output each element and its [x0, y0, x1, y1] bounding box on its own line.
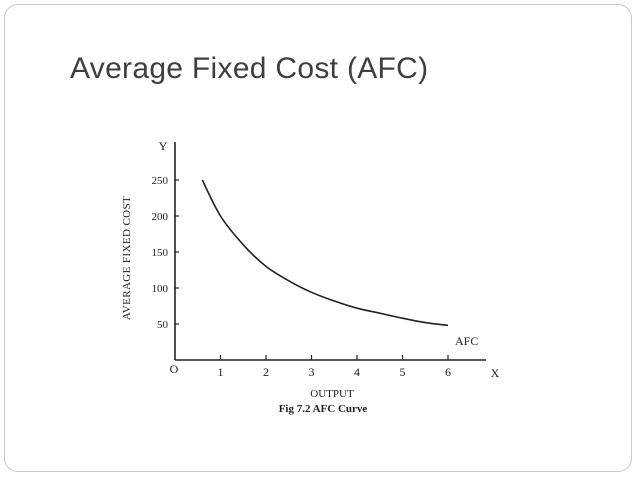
x-axis-label: OUTPUT	[310, 388, 354, 400]
x-tick-label: 4	[354, 365, 360, 379]
figure-caption: Fig 7.2 AFC Curve	[279, 403, 368, 415]
x-tick-label: 3	[309, 365, 315, 379]
y-axis-label: AVERAGE FIXED COST	[121, 196, 133, 320]
afc-curve	[201, 179, 449, 327]
y-tick-group: 50 100 150 200 250	[152, 175, 179, 331]
y-tick-label: 100	[152, 283, 169, 295]
x-tick-label: 1	[218, 365, 224, 379]
origin-label: O	[170, 362, 179, 376]
x-axis-letter: X	[491, 366, 500, 380]
x-tick-label: 6	[445, 365, 451, 379]
y-tick-label: 150	[152, 247, 169, 259]
y-tick-label: 250	[152, 175, 169, 187]
y-tick-label: 50	[157, 319, 169, 331]
slide-title: Average Fixed Cost (AFC)	[70, 52, 429, 85]
afc-series-label: AFC	[455, 334, 478, 348]
x-tick-label: 2	[263, 365, 269, 379]
y-tick-label: 200	[152, 211, 169, 223]
y-axis-letter: Y	[159, 139, 168, 153]
x-tick-group: 1 2 3 4 5 6	[218, 355, 451, 379]
slide-frame	[4, 4, 632, 472]
x-tick-label: 5	[400, 365, 406, 379]
